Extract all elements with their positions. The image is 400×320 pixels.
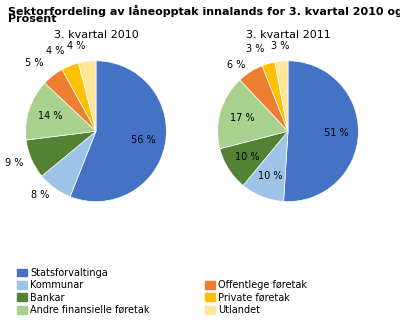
Text: Sektorfordeling av låneopptak innalands for 3. kvartal 2010 og 2011.: Sektorfordeling av låneopptak innalands … [8,5,400,17]
Text: 10 %: 10 % [258,171,283,181]
Text: 10 %: 10 % [235,152,260,162]
Wedge shape [78,61,96,131]
Text: 6 %: 6 % [227,60,246,70]
Title: 3. kvartal 2011: 3. kvartal 2011 [246,30,330,40]
Wedge shape [26,131,96,176]
Wedge shape [26,83,96,140]
Text: 9 %: 9 % [5,157,24,167]
Text: 8 %: 8 % [31,190,50,200]
Text: 56 %: 56 % [131,135,155,145]
Wedge shape [220,131,288,186]
Title: 3. kvartal 2010: 3. kvartal 2010 [54,30,138,40]
Legend: Offentlege føretak, Private føretak, Utlandet: Offentlege føretak, Private føretak, Utl… [205,280,308,315]
Text: 14 %: 14 % [38,111,63,121]
Legend: Statsforvaltinga, Kommunar, Bankar, Andre finansielle føretak: Statsforvaltinga, Kommunar, Bankar, Andr… [17,268,150,315]
Wedge shape [45,69,96,131]
Wedge shape [42,131,96,197]
Text: Prosent: Prosent [8,14,56,24]
Text: 4 %: 4 % [67,41,85,51]
Wedge shape [240,66,288,131]
Wedge shape [243,131,288,202]
Wedge shape [70,61,166,202]
Wedge shape [284,61,358,202]
Wedge shape [218,80,288,149]
Wedge shape [62,63,96,131]
Text: 4 %: 4 % [46,46,64,56]
Text: 5 %: 5 % [25,58,43,68]
Wedge shape [262,62,288,131]
Text: 51 %: 51 % [324,128,348,138]
Wedge shape [275,61,288,131]
Text: 17 %: 17 % [230,113,254,123]
Text: 3 %: 3 % [271,41,289,51]
Text: 3 %: 3 % [246,44,264,54]
